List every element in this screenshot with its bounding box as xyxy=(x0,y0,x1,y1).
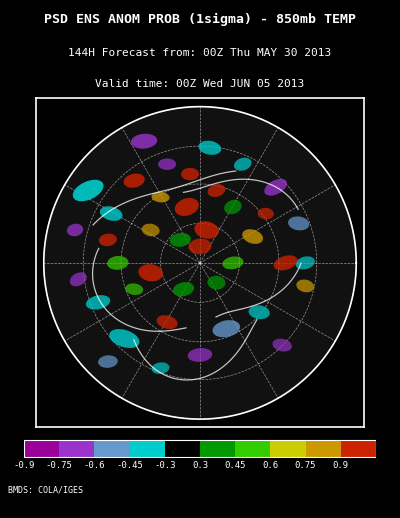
Bar xyxy=(24,440,59,457)
Ellipse shape xyxy=(274,255,298,270)
Ellipse shape xyxy=(152,362,170,374)
Ellipse shape xyxy=(152,192,170,203)
Ellipse shape xyxy=(222,256,244,269)
Bar xyxy=(59,440,94,457)
Ellipse shape xyxy=(234,157,252,171)
Ellipse shape xyxy=(224,200,242,214)
Ellipse shape xyxy=(73,180,104,202)
Bar xyxy=(200,440,235,457)
Ellipse shape xyxy=(181,168,199,180)
Bar xyxy=(341,440,376,457)
Ellipse shape xyxy=(86,295,110,310)
Text: 0.75: 0.75 xyxy=(295,462,316,470)
Ellipse shape xyxy=(157,315,178,329)
Ellipse shape xyxy=(70,272,87,286)
Ellipse shape xyxy=(173,282,194,296)
Bar xyxy=(306,440,341,457)
Ellipse shape xyxy=(288,217,309,231)
Ellipse shape xyxy=(109,329,140,348)
Bar xyxy=(94,440,130,457)
Ellipse shape xyxy=(296,256,315,269)
Text: -0.45: -0.45 xyxy=(116,462,143,470)
Ellipse shape xyxy=(100,206,122,221)
FancyArrow shape xyxy=(7,440,14,457)
Ellipse shape xyxy=(98,355,118,368)
Ellipse shape xyxy=(158,159,176,170)
Ellipse shape xyxy=(272,339,292,352)
Text: 0.9: 0.9 xyxy=(333,462,349,470)
Ellipse shape xyxy=(142,224,160,236)
Ellipse shape xyxy=(107,256,128,270)
Text: -0.9: -0.9 xyxy=(13,462,35,470)
Ellipse shape xyxy=(170,233,191,247)
FancyArrow shape xyxy=(386,440,393,457)
Text: PSD ENS ANOM PROB (1sigma) - 850mb TEMP: PSD ENS ANOM PROB (1sigma) - 850mb TEMP xyxy=(44,12,356,26)
Ellipse shape xyxy=(208,184,225,197)
Ellipse shape xyxy=(248,305,270,319)
Ellipse shape xyxy=(125,283,143,295)
Ellipse shape xyxy=(242,229,263,244)
Ellipse shape xyxy=(198,141,221,155)
Ellipse shape xyxy=(99,234,117,246)
Text: -0.3: -0.3 xyxy=(154,462,176,470)
Ellipse shape xyxy=(208,276,226,290)
Ellipse shape xyxy=(131,134,157,149)
Ellipse shape xyxy=(296,280,314,292)
Text: BMDS: COLA/IGES: BMDS: COLA/IGES xyxy=(8,485,83,494)
Text: 144H Forecast from: 00Z Thu MAY 30 2013: 144H Forecast from: 00Z Thu MAY 30 2013 xyxy=(68,48,332,57)
Ellipse shape xyxy=(175,198,199,216)
Text: Valid time: 00Z Wed JUN 05 2013: Valid time: 00Z Wed JUN 05 2013 xyxy=(95,79,305,89)
Text: -0.6: -0.6 xyxy=(84,462,105,470)
Text: 0.6: 0.6 xyxy=(262,462,278,470)
Text: -0.75: -0.75 xyxy=(46,462,73,470)
Ellipse shape xyxy=(264,179,287,196)
Bar xyxy=(235,440,270,457)
Ellipse shape xyxy=(67,224,83,236)
Ellipse shape xyxy=(212,320,240,337)
Bar xyxy=(165,440,200,457)
Ellipse shape xyxy=(138,264,163,281)
Bar xyxy=(270,440,306,457)
Ellipse shape xyxy=(188,238,212,254)
Ellipse shape xyxy=(124,174,145,188)
Ellipse shape xyxy=(188,348,212,362)
Ellipse shape xyxy=(258,208,274,219)
Ellipse shape xyxy=(194,221,219,239)
Text: 0.45: 0.45 xyxy=(224,462,246,470)
Text: 0.3: 0.3 xyxy=(192,462,208,470)
Bar xyxy=(130,440,165,457)
Circle shape xyxy=(44,107,356,419)
